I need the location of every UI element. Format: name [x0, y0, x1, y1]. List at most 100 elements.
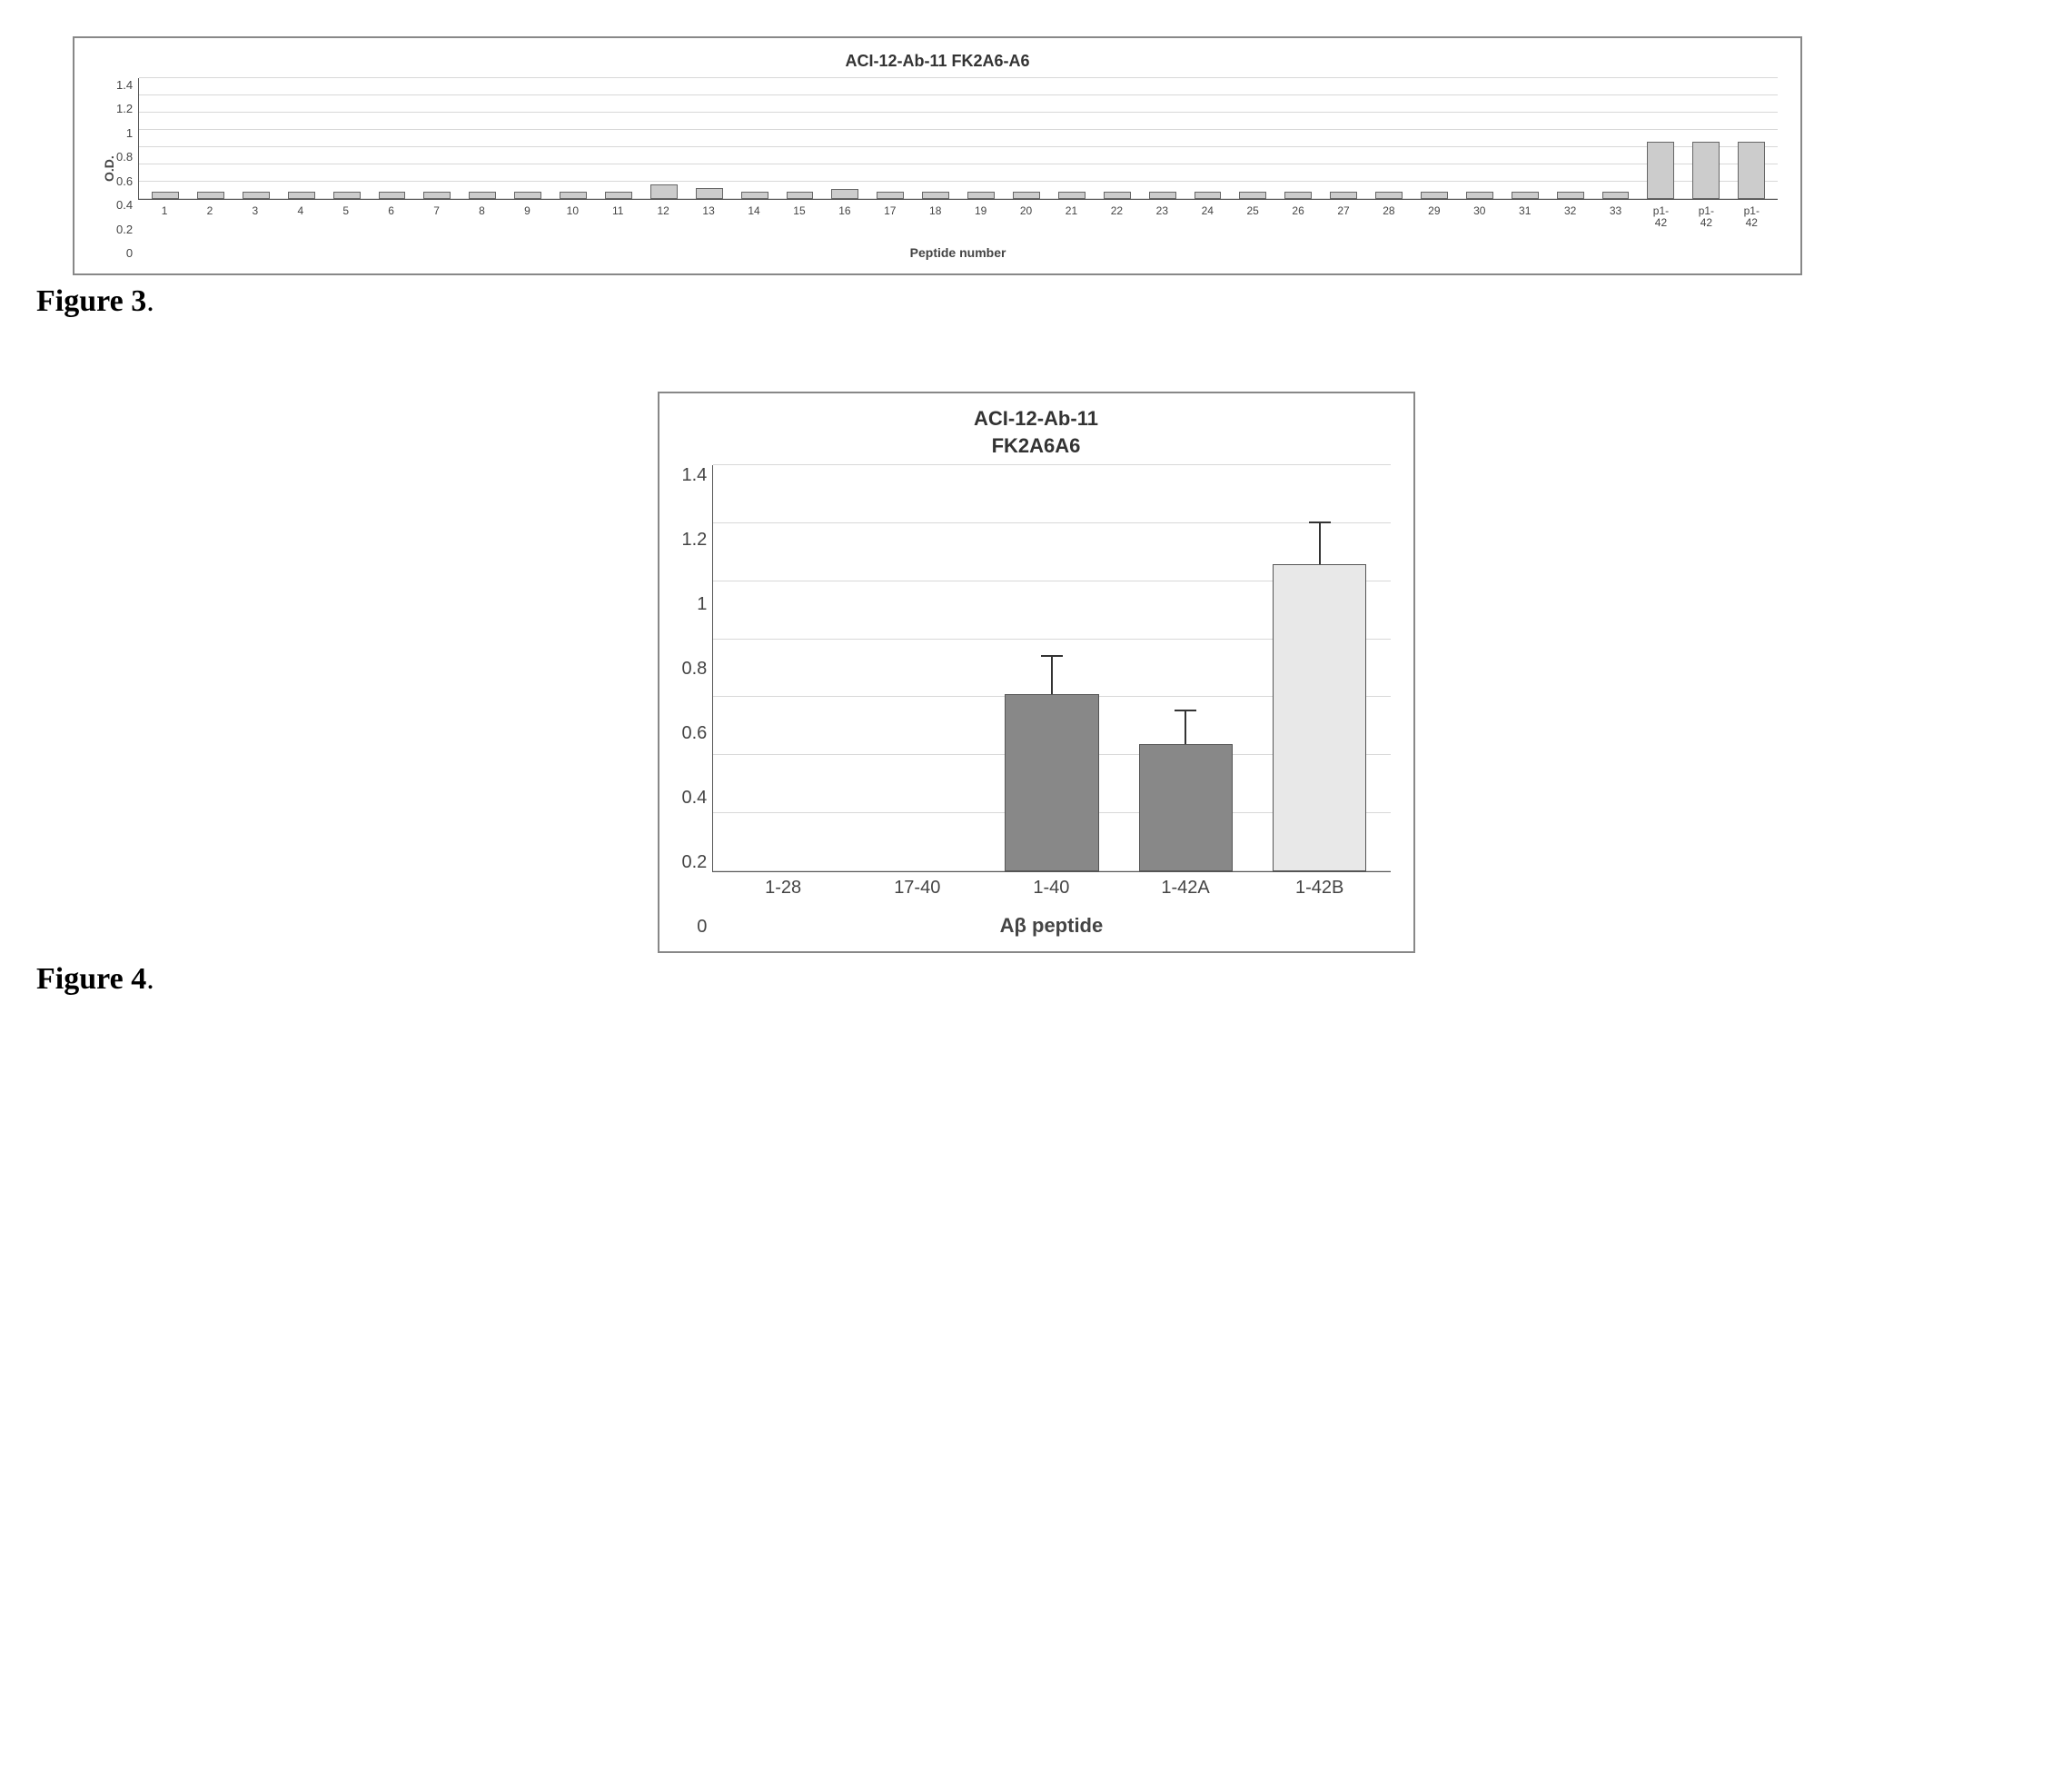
bar	[1104, 192, 1131, 199]
y-tick: 1.4	[116, 78, 133, 92]
bar	[197, 192, 224, 199]
bar-slot	[1140, 78, 1185, 199]
figure-caption: Figure 4.	[36, 962, 2036, 997]
x-tick-label: 12	[640, 200, 686, 229]
bar	[1421, 192, 1448, 199]
x-tick-label: 3	[233, 200, 278, 229]
x-tick-label: 14	[731, 200, 777, 229]
figure-3-chart: ACI-12-Ab-11 FK2A6-A6 O.D. 1.41.210.80.6…	[73, 36, 1802, 275]
x-tick-label: 22	[1094, 200, 1139, 229]
x-tick-label: 15	[777, 200, 822, 229]
y-ticks: 1.41.210.80.60.40.20	[682, 465, 713, 938]
bar-slot	[985, 465, 1118, 871]
bars	[713, 465, 1390, 871]
y-tick: 1.2	[682, 530, 708, 551]
x-tick-label: 11	[595, 200, 640, 229]
bar-slot	[233, 78, 279, 199]
bar-slot	[867, 78, 913, 199]
error-bar	[1051, 657, 1053, 695]
bar-slot	[370, 78, 415, 199]
bar-slot	[505, 78, 550, 199]
bar-slot	[1230, 78, 1275, 199]
y-tick: 0.8	[682, 659, 708, 680]
y-tick: 1	[126, 126, 133, 140]
y-tick: 0	[126, 246, 133, 260]
figure-label: Figure 3	[36, 284, 146, 318]
bar-slot	[1729, 78, 1774, 199]
bar	[605, 192, 632, 199]
bar	[1195, 192, 1222, 199]
bar	[243, 192, 270, 199]
bar	[1738, 142, 1765, 199]
bar-slot	[414, 78, 460, 199]
x-tick-label: 2	[187, 200, 233, 229]
bars-container	[712, 465, 1390, 872]
x-tick-label: 25	[1230, 200, 1275, 229]
bar-slot	[1275, 78, 1321, 199]
bar-slot	[1638, 78, 1683, 199]
x-tick-label: 8	[460, 200, 505, 229]
y-tick: 0.2	[682, 852, 708, 873]
x-tick-label: 1-40	[985, 872, 1119, 898]
bar	[1139, 744, 1233, 871]
bar	[1602, 192, 1630, 199]
x-tick-label: 7	[414, 200, 460, 229]
bar	[1375, 192, 1403, 199]
x-tick-label: 4	[278, 200, 323, 229]
plot-area: 1.41.210.80.60.40.20 1-2817-401-401-42A1…	[682, 465, 1391, 938]
bar	[379, 192, 406, 199]
error-cap	[1309, 522, 1331, 523]
y-ticks: 1.41.210.80.60.40.20	[116, 78, 138, 260]
y-tick: 0.6	[682, 723, 708, 744]
bar	[1058, 192, 1086, 199]
y-tick: 0	[697, 917, 707, 938]
bar	[288, 192, 315, 199]
bar-slot	[279, 78, 324, 199]
figure-4: ACI-12-Ab-11 FK2A6A6 1.41.210.80.60.40.2…	[36, 392, 2036, 997]
bar-slot	[913, 78, 958, 199]
figure-label: Figure 4	[36, 962, 146, 996]
bar	[423, 192, 451, 199]
x-tick-label: p1-42	[1729, 200, 1774, 229]
bar	[741, 192, 768, 199]
x-tick-label: 33	[1593, 200, 1639, 229]
chart-title-line1: ACI-12-Ab-11	[682, 407, 1391, 431]
bar-slot	[778, 78, 823, 199]
bar	[1273, 564, 1366, 871]
bar	[831, 189, 858, 198]
y-tick: 1.2	[116, 102, 133, 115]
y-tick: 1.4	[682, 465, 708, 486]
x-tick-label: 1-42B	[1253, 872, 1387, 898]
chart-title-line2: FK2A6A6	[682, 434, 1391, 458]
bar	[1692, 142, 1720, 199]
x-tick-label: 24	[1185, 200, 1230, 229]
error-cap	[1041, 655, 1063, 657]
x-tick-label: 9	[504, 200, 550, 229]
bar	[877, 192, 904, 199]
bar-slot	[1321, 78, 1366, 199]
bar	[1005, 694, 1098, 871]
bar	[1149, 192, 1176, 199]
bar-slot	[1412, 78, 1457, 199]
x-tick-label: 27	[1321, 200, 1366, 229]
bar	[1647, 142, 1674, 199]
bar	[650, 184, 678, 199]
bar-slot	[1593, 78, 1639, 199]
bar-slot	[717, 465, 850, 871]
bar-slot	[641, 78, 687, 199]
bar-slot	[1119, 465, 1253, 871]
bar	[1466, 192, 1493, 199]
bar-slot	[1004, 78, 1049, 199]
error-bar	[1185, 711, 1186, 743]
y-axis-label: O.D.	[97, 78, 116, 260]
bar	[1239, 192, 1266, 199]
bar-slot	[596, 78, 641, 199]
x-tick-label: 31	[1502, 200, 1548, 229]
y-tick: 0.2	[116, 223, 133, 236]
x-tick-label: 19	[958, 200, 1004, 229]
bar-slot	[550, 78, 596, 199]
y-tick: 0.6	[116, 174, 133, 188]
bar	[333, 192, 361, 199]
plot-area: O.D. 1.41.210.80.60.40.20 12345678910111…	[97, 78, 1778, 260]
x-tick-label: 23	[1139, 200, 1185, 229]
